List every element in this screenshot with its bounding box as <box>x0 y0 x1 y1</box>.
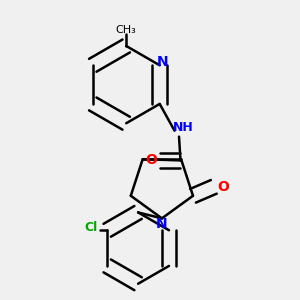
Text: NH: NH <box>173 121 194 134</box>
Text: O: O <box>217 180 229 194</box>
Text: O: O <box>145 153 157 167</box>
Text: CH₃: CH₃ <box>116 25 136 34</box>
Text: N: N <box>156 217 168 231</box>
Text: N: N <box>157 55 169 69</box>
Text: Cl: Cl <box>84 221 98 234</box>
